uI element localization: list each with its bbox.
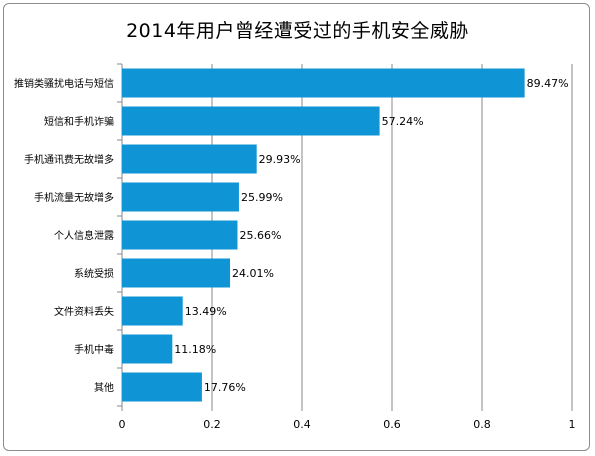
- value-label: 13.49%: [185, 305, 227, 318]
- bar-8: [122, 372, 202, 402]
- bar-4: [122, 220, 238, 250]
- labels: 0 0.2 0.4 0.6 0.8 1 推销类骚扰电话与短信 89.47% 短信和手机诈骗 57.…: [14, 77, 576, 431]
- category-label: 其他: [94, 381, 114, 394]
- category-label: 推销类骚扰电话与短信: [14, 77, 114, 90]
- bar-1: [122, 106, 380, 136]
- value-label: 17.76%: [204, 381, 246, 394]
- bar-0: [122, 68, 525, 98]
- value-label: 11.18%: [174, 343, 216, 356]
- value-label: 25.99%: [241, 191, 283, 204]
- bar-3: [122, 182, 239, 212]
- value-label: 25.66%: [239, 229, 281, 242]
- bar-2: [122, 144, 257, 174]
- category-label: 手机中毒: [74, 343, 114, 356]
- x-tick-label: 1: [569, 418, 576, 431]
- bar-6: [122, 296, 183, 326]
- bars: [122, 68, 525, 402]
- x-tick-label: 0.2: [203, 418, 221, 431]
- category-label: 手机通讯费无故增多: [24, 153, 114, 166]
- chart-title: 2014年用户曾经遭受过的手机安全威胁: [126, 20, 469, 42]
- x-tick-label: 0.8: [473, 418, 491, 431]
- x-tick-label: 0: [119, 418, 126, 431]
- bar-5: [122, 258, 231, 288]
- category-label: 系统受损: [74, 267, 114, 280]
- category-label: 手机流量无故增多: [34, 191, 114, 204]
- category-label: 个人信息泄露: [54, 229, 114, 242]
- x-tick-label: 0.4: [293, 418, 311, 431]
- value-label: 29.93%: [259, 153, 301, 166]
- value-label: 24.01%: [232, 267, 274, 280]
- value-label: 89.47%: [527, 77, 569, 90]
- category-label: 文件资料丢失: [54, 305, 114, 318]
- category-label: 短信和手机诈骗: [44, 115, 114, 128]
- bar-7: [122, 334, 173, 364]
- value-label: 57.24%: [382, 115, 424, 128]
- x-tick-label: 0.6: [383, 418, 401, 431]
